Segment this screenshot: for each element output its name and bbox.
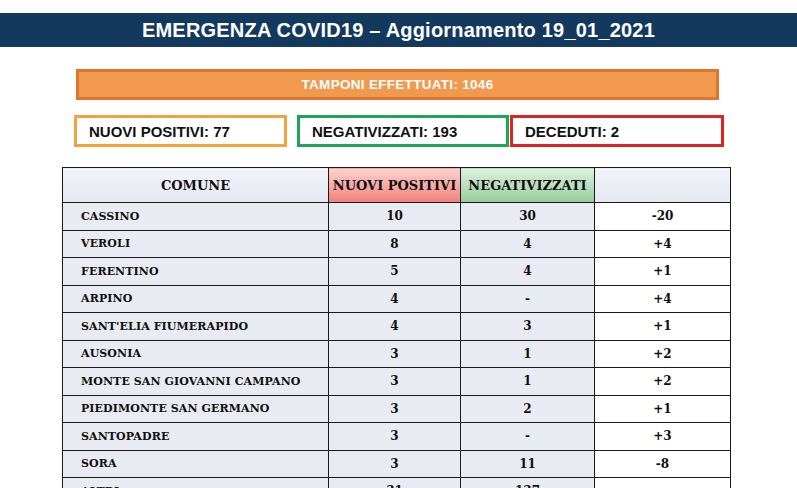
delta-cell: +4	[595, 285, 731, 313]
nuovi-positivi-cell: 5	[329, 258, 461, 286]
table-row: ALTRI 31 137	[63, 478, 731, 488]
tamponi-banner: TAMPONI EFFETTUATI: 1046	[76, 69, 719, 100]
table-row: VEROLI 8 4 +4	[63, 230, 731, 258]
nuovi-positivi-cell: 4	[329, 313, 461, 341]
comune-cell: SANTOPADRE	[63, 423, 329, 451]
nuovi-positivi-cell: 4	[329, 285, 461, 313]
header-delta	[595, 168, 731, 203]
table-row: ARPINO 4 - +4	[63, 285, 731, 313]
negativizzati-cell: 3	[461, 313, 595, 341]
delta-cell: +2	[595, 340, 731, 368]
negativizzati-box: NEGATIVIZZATI: 193	[297, 115, 509, 147]
delta-cell: +3	[595, 423, 731, 451]
comune-cell: CASSINO	[63, 203, 329, 231]
negativizzati-cell: 4	[461, 230, 595, 258]
comune-cell: FERENTINO	[63, 258, 329, 286]
delta-cell: +1	[595, 258, 731, 286]
delta-cell	[595, 478, 731, 488]
table-header-row: COMUNE NUOVI POSITIVI NEGATIVIZZATI	[63, 168, 731, 203]
table-row: PIEDIMONTE SAN GERMANO 3 2 +1	[63, 395, 731, 423]
table-row: SANTOPADRE 3 - +3	[63, 423, 731, 451]
nuovi-positivi-cell: 10	[329, 203, 461, 231]
delta-cell: +1	[595, 313, 731, 341]
title-bar: EMERGENZA COVID19 – Aggiornamento 19_01_…	[0, 13, 797, 47]
nuovi-positivi-cell: 8	[329, 230, 461, 258]
delta-cell: -20	[595, 203, 731, 231]
negativizzati-cell: 1	[461, 340, 595, 368]
delta-cell: +1	[595, 395, 731, 423]
comuni-table: COMUNE NUOVI POSITIVI NEGATIVIZZATI CASS…	[62, 167, 731, 488]
nuovi-positivi-box: NUOVI POSITIVI: 77	[74, 115, 287, 147]
negativizzati-cell: 137	[461, 478, 595, 488]
comune-cell: AUSONIA	[63, 340, 329, 368]
negativizzati-cell: 4	[461, 258, 595, 286]
table-row: AUSONIA 3 1 +2	[63, 340, 731, 368]
comune-cell: PIEDIMONTE SAN GERMANO	[63, 395, 329, 423]
delta-cell: +4	[595, 230, 731, 258]
comune-cell: SANT'ELIA FIUMERAPIDO	[63, 313, 329, 341]
deceduti-label: DECEDUTI: 2	[525, 123, 619, 140]
table-row: FERENTINO 5 4 +1	[63, 258, 731, 286]
comune-cell: ARPINO	[63, 285, 329, 313]
nuovi-positivi-cell: 31	[329, 478, 461, 488]
nuovi-positivi-cell: 3	[329, 368, 461, 396]
nuovi-positivi-cell: 3	[329, 395, 461, 423]
nuovi-positivi-label: NUOVI POSITIVI: 77	[89, 123, 230, 140]
negativizzati-cell: 1	[461, 368, 595, 396]
negativizzati-label: NEGATIVIZZATI: 193	[312, 123, 457, 140]
negativizzati-cell: 30	[461, 203, 595, 231]
delta-cell: +2	[595, 368, 731, 396]
table-row: CASSINO 10 30 -20	[63, 203, 731, 231]
comune-cell: VEROLI	[63, 230, 329, 258]
table-row: MONTE SAN GIOVANNI CAMPANO 3 1 +2	[63, 368, 731, 396]
header-comune: COMUNE	[63, 168, 329, 203]
header-negativizzati: NEGATIVIZZATI	[461, 168, 595, 203]
table-row: SORA 3 11 -8	[63, 450, 731, 478]
table-row: SANT'ELIA FIUMERAPIDO 4 3 +1	[63, 313, 731, 341]
tamponi-banner-label: TAMPONI EFFETTUATI: 1046	[302, 77, 494, 92]
nuovi-positivi-cell: 3	[329, 450, 461, 478]
comune-cell: ALTRI	[63, 478, 329, 488]
comune-cell: SORA	[63, 450, 329, 478]
negativizzati-cell: -	[461, 285, 595, 313]
comune-cell: MONTE SAN GIOVANNI CAMPANO	[63, 368, 329, 396]
page-title: EMERGENZA COVID19 – Aggiornamento 19_01_…	[142, 19, 655, 42]
negativizzati-cell: 11	[461, 450, 595, 478]
delta-cell: -8	[595, 450, 731, 478]
nuovi-positivi-cell: 3	[329, 423, 461, 451]
negativizzati-cell: 2	[461, 395, 595, 423]
covid-bulletin-page: EMERGENZA COVID19 – Aggiornamento 19_01_…	[0, 0, 797, 488]
negativizzati-cell: -	[461, 423, 595, 451]
nuovi-positivi-cell: 3	[329, 340, 461, 368]
deceduti-box: DECEDUTI: 2	[510, 115, 724, 147]
header-nuovi-positivi: NUOVI POSITIVI	[329, 168, 461, 203]
